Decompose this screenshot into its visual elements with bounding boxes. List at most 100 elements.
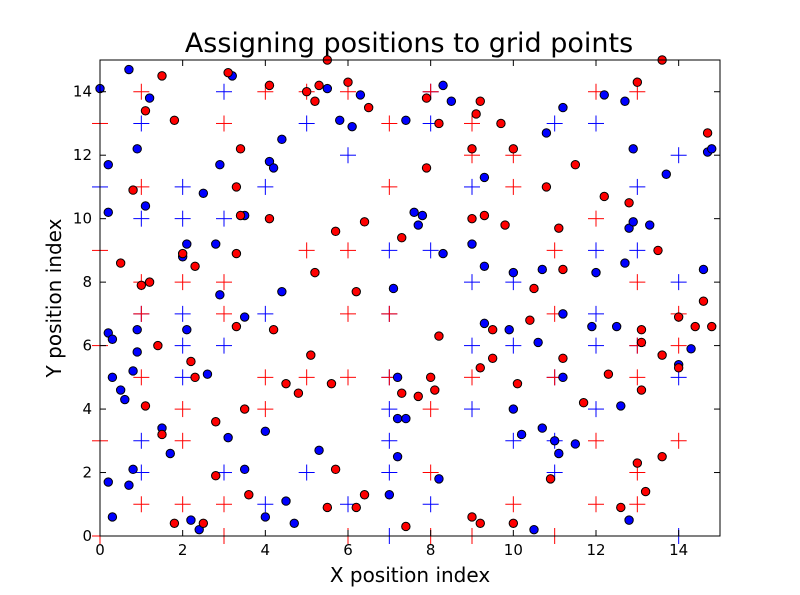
x-tick-label: 8 [426,541,436,559]
red-grid-point-marker [464,369,480,386]
blue-position-point [446,96,457,106]
red-position-point [512,378,523,389]
red-grid-point-marker [546,242,563,259]
blue-grid-point-marker [174,210,191,227]
blue-position-point [335,115,345,125]
red-position-point [310,96,320,106]
blue-position-point [128,366,138,376]
blue-position-point [140,201,151,211]
red-position-point [351,286,361,297]
red-grid-point-marker [216,305,232,322]
blue-position-point [401,115,411,125]
red-position-point [475,518,485,529]
red-position-point [186,356,196,367]
red-position-point [425,372,436,383]
blue-position-point [686,344,696,354]
red-grid-point-marker [133,305,150,322]
blue-grid-point-marker [174,369,191,386]
red-position-point [616,502,626,513]
blue-position-point [698,264,709,275]
blue-grid-point-marker [588,337,604,354]
blue-grid-point-marker [588,305,604,322]
plot-area [100,60,720,536]
red-position-point [508,144,519,154]
red-position-point [558,353,568,363]
red-position-point [500,220,510,230]
red-position-point [653,245,663,256]
red-position-point [467,512,477,522]
blue-position-point [620,96,630,106]
red-position-point [330,226,341,237]
red-position-point [508,518,519,529]
blue-grid-point-marker [216,337,232,354]
red-position-point [293,388,304,398]
blue-position-point [132,144,142,154]
blue-position-point [347,121,357,132]
blue-position-point [645,220,655,230]
red-grid-point-marker [133,369,150,386]
red-position-point [545,474,556,484]
blue-position-point [467,239,477,249]
red-grid-point-marker [133,83,150,100]
red-position-point [632,458,643,468]
red-grid-point-marker [298,369,315,386]
red-position-point [475,363,485,373]
red-position-point [144,277,155,287]
blue-position-point [628,144,638,154]
red-position-point [223,67,233,78]
blue-position-point [144,93,155,103]
y-tick-label: 0 [82,527,92,545]
red-position-point [636,337,647,348]
blue-grid-point-marker [257,496,274,513]
blue-position-point [591,267,601,278]
blue-grid-point-marker [174,337,191,354]
y-tick-label: 4 [82,400,92,418]
blue-position-point [115,385,126,395]
red-position-point [306,350,316,360]
blue-position-point [103,477,113,487]
red-position-point [479,210,490,221]
red-position-point [397,388,407,398]
red-position-point [351,502,361,513]
x-tick-label: 2 [178,541,188,559]
blue-grid-point-marker [381,401,398,418]
blue-position-point [215,290,225,300]
blue-position-point [616,401,626,411]
blue-position-point [558,309,568,319]
red-position-point [471,109,481,119]
blue-position-point [479,172,490,183]
blue-grid-point-marker [216,83,232,100]
red-grid-point-marker [505,178,522,195]
red-position-point [211,471,221,481]
red-position-point [702,128,713,138]
blue-position-point [107,334,118,344]
y-tick-label: 10 [73,210,92,228]
blue-position-point [277,286,287,297]
blue-grid-point-marker [133,210,150,227]
red-position-point [487,353,498,363]
red-grid-point-marker [422,401,439,418]
red-grid-point-marker [381,305,398,322]
blue-grid-point-marker [133,432,150,449]
red-position-point [140,106,151,116]
red-position-point [231,248,242,259]
blue-position-point [516,429,527,440]
blue-position-point [182,239,192,249]
blue-grid-point-marker [257,178,274,195]
red-position-point [673,312,684,322]
blue-position-point [388,283,399,294]
blue-position-point [165,448,175,459]
red-position-point [636,325,647,335]
red-position-point [157,429,167,440]
blue-grid-point-marker [464,274,480,291]
red-position-point [235,210,246,221]
blue-position-point [260,426,271,436]
red-grid-point-marker [381,115,398,132]
red-grid-point-marker [422,464,439,481]
blue-position-point [533,337,543,348]
blue-grid-point-marker [298,464,315,481]
y-tick-label: 12 [73,146,92,164]
blue-position-point [570,439,581,449]
blue-grid-point-marker [464,178,480,195]
